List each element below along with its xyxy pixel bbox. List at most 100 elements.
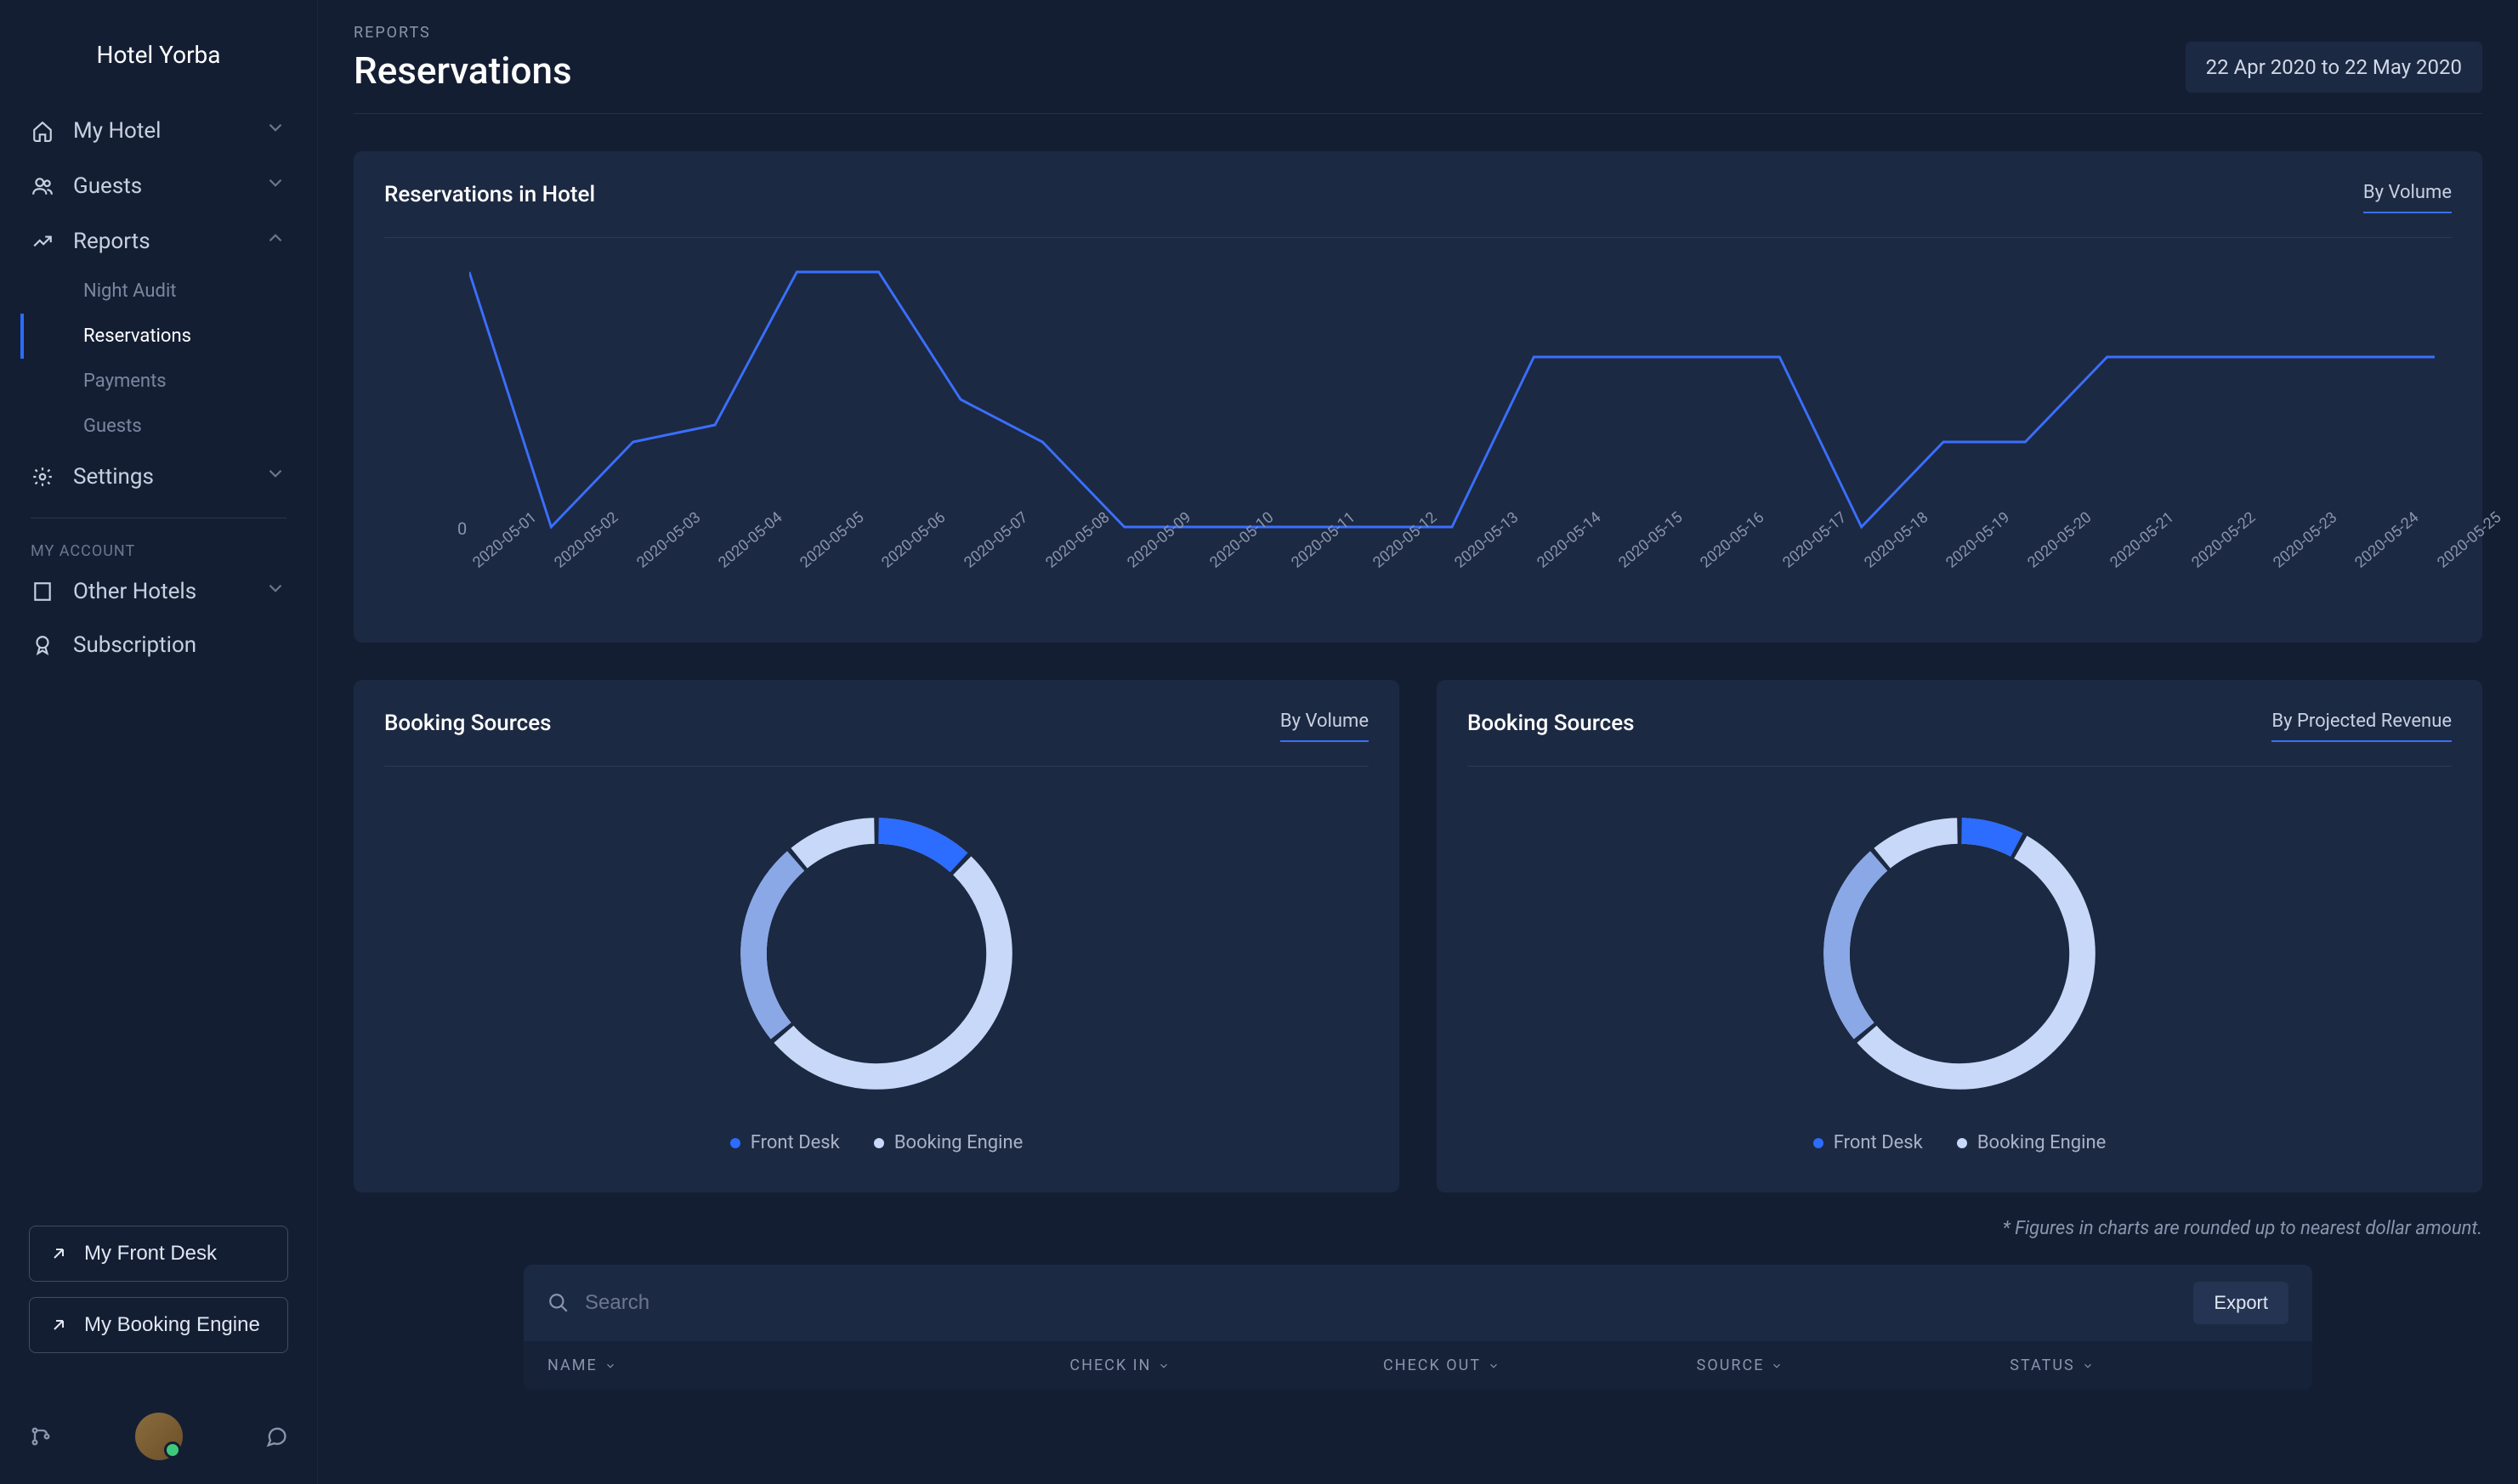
x-tick-label: 2020-05-14 bbox=[1534, 558, 1545, 572]
sort-icon bbox=[2082, 1360, 2094, 1372]
legend-label: Booking Engine bbox=[1977, 1132, 2106, 1153]
donut-chart bbox=[1815, 809, 2104, 1098]
chevron-down-icon bbox=[264, 577, 286, 605]
subnav-guests[interactable]: Guests bbox=[73, 404, 297, 449]
chevron-down-icon bbox=[264, 172, 286, 200]
my-booking-engine-button[interactable]: My Booking Engine bbox=[29, 1297, 288, 1353]
booking-sources-revenue-card: Booking Sources By Projected Revenue Fro… bbox=[1437, 680, 2482, 1192]
sidebar-bottom: My Front Desk My Booking Engine bbox=[0, 1205, 317, 1389]
reports-subnav: Night Audit Reservations Payments Guests bbox=[20, 269, 297, 449]
x-tick-label: 2020-05-15 bbox=[1615, 558, 1627, 572]
sidebar-footer bbox=[0, 1389, 317, 1484]
users-icon bbox=[31, 174, 54, 198]
nav-label: Settings bbox=[73, 464, 154, 490]
sidebar-item-my-hotel[interactable]: My Hotel bbox=[20, 103, 297, 158]
nav-label: Subscription bbox=[73, 632, 196, 658]
nav-label: Reports bbox=[73, 229, 150, 254]
column-label: CHECK IN bbox=[1069, 1357, 1151, 1374]
subnav-reservations[interactable]: Reservations bbox=[20, 314, 297, 359]
nav: My Hotel Guests Reports Night Audit Rese… bbox=[0, 103, 317, 1205]
subnav-night-audit[interactable]: Night Audit bbox=[73, 269, 297, 314]
sidebar: Hotel Yorba My Hotel Guests Reports Nigh… bbox=[0, 0, 318, 1484]
legend-label: Front Desk bbox=[751, 1132, 840, 1153]
table-column-header[interactable]: NAME bbox=[547, 1357, 1069, 1374]
x-tick-label: 2020-05-16 bbox=[1697, 558, 1709, 572]
x-tick-label: 2020-05-03 bbox=[633, 558, 645, 572]
sidebar-item-other-hotels[interactable]: Other Hotels bbox=[20, 564, 297, 619]
x-tick-label: 2020-05-09 bbox=[1124, 558, 1136, 572]
x-tick-label: 2020-05-04 bbox=[715, 558, 727, 572]
x-tick-label: 2020-05-20 bbox=[2025, 558, 2037, 572]
page-header: REPORTS Reservations 22 Apr 2020 to 22 M… bbox=[354, 24, 2482, 114]
chart-title: Booking Sources bbox=[384, 711, 552, 736]
legend: Front Desk Booking Engine bbox=[730, 1132, 1024, 1153]
legend-item: Front Desk bbox=[730, 1132, 840, 1153]
breadcrumb: REPORTS bbox=[354, 24, 572, 42]
avatar[interactable] bbox=[135, 1413, 183, 1460]
legend-label: Front Desk bbox=[1834, 1132, 1923, 1153]
chart-title: Reservations in Hotel bbox=[384, 182, 595, 207]
legend-item: Booking Engine bbox=[1957, 1132, 2106, 1153]
table-column-header[interactable]: STATUS bbox=[2010, 1357, 2288, 1374]
legend-dot bbox=[1813, 1138, 1823, 1148]
chart-title: Booking Sources bbox=[1467, 711, 1635, 736]
git-icon[interactable] bbox=[29, 1425, 53, 1448]
legend-dot bbox=[874, 1138, 884, 1148]
account-section-label: MY ACCOUNT bbox=[20, 532, 297, 564]
x-tick-label: 2020-05-02 bbox=[552, 558, 564, 572]
date-range-picker[interactable]: 22 Apr 2020 to 22 May 2020 bbox=[2186, 42, 2482, 93]
gear-icon bbox=[31, 465, 54, 489]
x-tick-label: 2020-05-17 bbox=[1779, 558, 1791, 572]
external-link-icon bbox=[48, 1315, 69, 1335]
chevron-up-icon bbox=[264, 227, 286, 255]
y-axis-zero: 0 bbox=[457, 518, 467, 539]
x-tick-label: 2020-05-24 bbox=[2352, 558, 2364, 572]
sort-icon bbox=[1158, 1360, 1170, 1372]
x-tick-label: 2020-05-22 bbox=[2188, 558, 2200, 572]
legend-dot bbox=[1957, 1138, 1967, 1148]
x-tick-label: 2020-05-06 bbox=[879, 558, 891, 572]
x-tick-label: 2020-05-01 bbox=[469, 558, 481, 572]
sidebar-item-guests[interactable]: Guests bbox=[20, 158, 297, 213]
line-chart: 0 2020-05-01 2020-05-02 2020-05-03 2020-05-… bbox=[384, 255, 2452, 612]
x-tick-label: 2020-05-07 bbox=[961, 558, 973, 572]
reservations-chart-card: Reservations in Hotel By Volume 0 2020-0… bbox=[354, 151, 2482, 643]
nav-label: My Hotel bbox=[73, 118, 161, 144]
sort-icon bbox=[604, 1360, 616, 1372]
sidebar-item-reports[interactable]: Reports bbox=[20, 213, 297, 269]
sidebar-item-subscription[interactable]: Subscription bbox=[20, 619, 297, 671]
sidebar-item-settings[interactable]: Settings bbox=[20, 449, 297, 504]
x-tick-label: 2020-05-11 bbox=[1288, 558, 1300, 572]
chart-filter[interactable]: By Projected Revenue bbox=[2271, 711, 2452, 742]
hotel-title: Hotel Yorba bbox=[0, 0, 317, 103]
table-column-header[interactable]: SOURCE bbox=[1697, 1357, 2010, 1374]
column-label: NAME bbox=[547, 1357, 598, 1374]
legend-item: Front Desk bbox=[1813, 1132, 1923, 1153]
home-icon bbox=[31, 119, 54, 143]
x-tick-label: 2020-05-08 bbox=[1042, 558, 1054, 572]
sort-icon bbox=[1488, 1360, 1500, 1372]
x-tick-label: 2020-05-23 bbox=[2270, 558, 2282, 572]
page-title: Reservations bbox=[354, 48, 572, 93]
subnav-payments[interactable]: Payments bbox=[73, 359, 297, 404]
chart-filter[interactable]: By Volume bbox=[2363, 182, 2452, 213]
export-button[interactable]: Export bbox=[2193, 1282, 2288, 1324]
x-tick-label: 2020-05-18 bbox=[1861, 558, 1873, 572]
legend-label: Booking Engine bbox=[894, 1132, 1023, 1153]
booking-sources-volume-card: Booking Sources By Volume Front Desk Book… bbox=[354, 680, 1399, 1192]
badge-icon bbox=[31, 633, 54, 657]
chevron-down-icon bbox=[264, 462, 286, 490]
search-input[interactable] bbox=[585, 1291, 2193, 1315]
chat-icon[interactable] bbox=[264, 1425, 288, 1448]
x-tick-label: 2020-05-05 bbox=[797, 558, 808, 572]
table-column-header[interactable]: CHECK OUT bbox=[1383, 1357, 1697, 1374]
my-front-desk-button[interactable]: My Front Desk bbox=[29, 1226, 288, 1282]
x-tick-label: 2020-05-12 bbox=[1370, 558, 1381, 572]
legend-item: Booking Engine bbox=[874, 1132, 1023, 1153]
btn-label: My Booking Engine bbox=[84, 1313, 260, 1337]
table-column-header[interactable]: CHECK IN bbox=[1069, 1357, 1383, 1374]
x-tick-label: 2020-05-25 bbox=[2434, 558, 2446, 572]
x-tick-label: 2020-05-13 bbox=[1452, 558, 1464, 572]
chart-filter[interactable]: By Volume bbox=[1280, 711, 1369, 742]
sort-icon bbox=[1771, 1360, 1783, 1372]
